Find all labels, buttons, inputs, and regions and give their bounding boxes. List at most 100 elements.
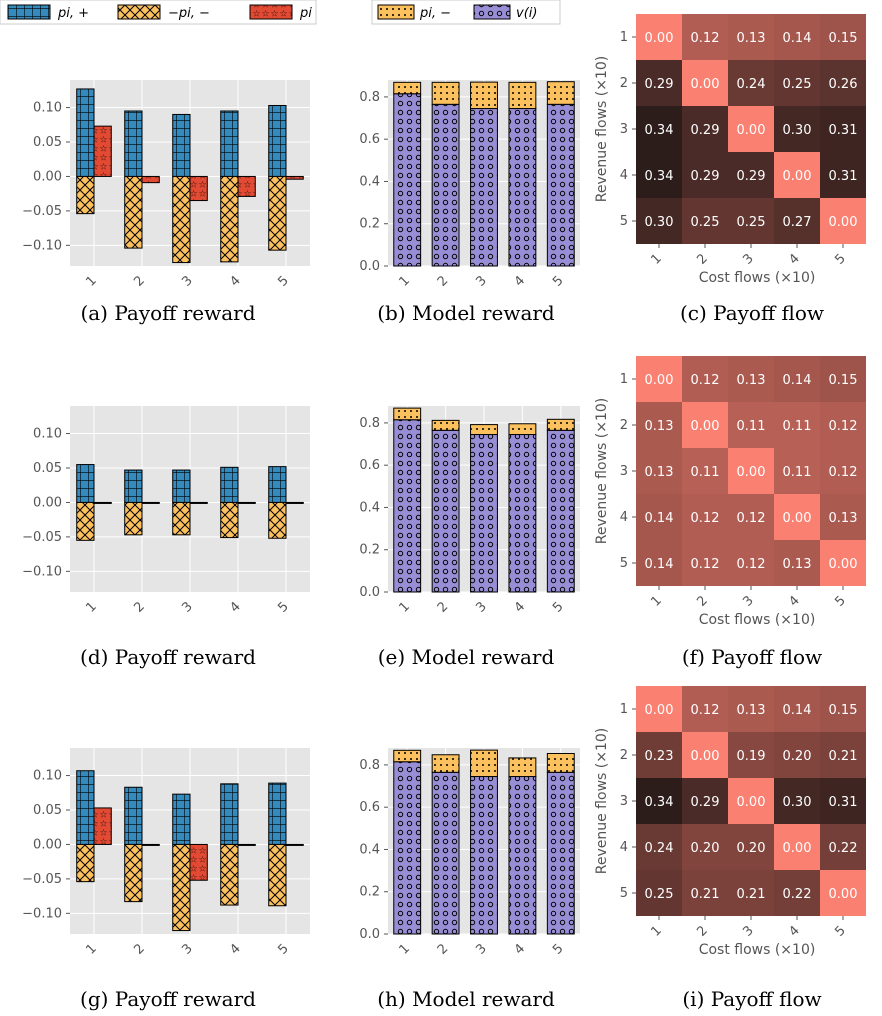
heatmap-cell-label: 0.11 <box>783 419 812 434</box>
heatmap-cell <box>682 778 728 824</box>
heatmap-cell <box>682 686 728 732</box>
bar-v-i <box>393 761 422 935</box>
heatmap-cell-label: 0.12 <box>737 511 766 526</box>
bar-p-i <box>189 501 208 504</box>
x-tick-label: 5 <box>550 599 566 615</box>
heatmap-cell <box>820 540 866 586</box>
y-tick-label: 0.0 <box>359 259 380 274</box>
heatmap-cell-label: 0.29 <box>691 169 720 184</box>
bar-p-plus <box>172 793 191 845</box>
x-tick-label: 2 <box>694 923 710 939</box>
heatmap-cell <box>636 494 682 540</box>
legend-label-p-minus: pi, − <box>419 6 451 21</box>
x-axis-label: Cost flows (×10) <box>699 612 816 628</box>
heatmap-cell-label: 0.23 <box>645 749 674 764</box>
heatmap-cell-label: 0.34 <box>645 169 674 184</box>
bar-p-i <box>285 501 304 504</box>
x-tick-label: 4 <box>512 273 528 289</box>
bar-p-minus <box>393 749 422 763</box>
heatmap-cell <box>682 356 728 402</box>
heatmap-cell <box>728 778 774 824</box>
heatmap-cell <box>774 198 820 244</box>
x-tick-label: 1 <box>648 251 664 267</box>
heatmap-cell-label: 0.21 <box>829 749 858 764</box>
heatmap-cell <box>636 14 682 60</box>
heatmap-cell <box>820 198 866 244</box>
heatmap-cell <box>774 778 820 824</box>
y-tick-label: 0.6 <box>359 458 380 473</box>
bar-v-i <box>470 434 498 593</box>
heatmap-cell-label: 0.12 <box>691 511 720 526</box>
x-axis-label: Cost flows (×10) <box>699 942 816 958</box>
heatmap-cell-label: 0.00 <box>783 841 812 856</box>
x-tick-label: 3 <box>179 941 195 957</box>
heatmap-cell-label: 0.14 <box>645 511 674 526</box>
heatmap-cell <box>728 198 774 244</box>
y-tick-label: 0.2 <box>359 217 380 232</box>
heatmap-cell <box>820 402 866 448</box>
bar-p-minus <box>546 81 575 105</box>
y-tick-label: −0.10 <box>22 238 62 253</box>
legend-left: pi, + −pi, − pi <box>0 0 317 25</box>
bar-v-i <box>431 429 460 593</box>
x-tick-label: 2 <box>694 251 710 267</box>
y-axis-label: Revenue flows (×10) <box>594 56 610 202</box>
heatmap-cell-label: 0.31 <box>829 795 858 810</box>
bar-minus-p-minus <box>124 175 143 249</box>
heatmap-cell <box>774 14 820 60</box>
x-tick-label: 3 <box>473 941 489 957</box>
bar-v-i <box>546 771 575 935</box>
heatmap-cell-label: 0.00 <box>737 465 766 480</box>
bar-minus-p-minus <box>268 501 287 539</box>
heatmap-cell-label: 0.15 <box>829 31 858 46</box>
heatmap-cell <box>636 198 682 244</box>
heatmap-cell <box>774 106 820 152</box>
x-tick-label: 2 <box>694 593 710 609</box>
x-tick-label: 2 <box>435 941 451 957</box>
y-tick-label: 0.4 <box>359 174 380 189</box>
heatmap-cell <box>682 540 728 586</box>
x-tick-label: 1 <box>83 273 99 289</box>
heatmap-cell <box>820 448 866 494</box>
heatmap-cell <box>636 732 682 778</box>
y-tick-label: 0.2 <box>359 885 380 900</box>
y-tick-label: −0.05 <box>22 872 62 887</box>
y-tick-label: 2 <box>620 76 628 91</box>
heatmap-cell <box>728 14 774 60</box>
heatmap-cell <box>774 686 820 732</box>
bar-minus-p-minus <box>172 175 191 264</box>
bar-p-plus <box>268 782 287 845</box>
heatmap-cell-label: 0.21 <box>737 887 766 902</box>
heatmap-cell <box>774 448 820 494</box>
heatmap-cell-label: 0.29 <box>737 169 766 184</box>
heatmap-cell-label: 0.00 <box>691 419 720 434</box>
y-tick-label: 0.00 <box>33 495 62 510</box>
bar-p-plus <box>220 110 239 177</box>
heatmap-cell <box>820 152 866 198</box>
heatmap-cell <box>728 448 774 494</box>
heatmap-cell <box>728 686 774 732</box>
bar-p-i <box>237 501 256 504</box>
heatmap-cell <box>820 778 866 824</box>
bar-p-plus <box>76 464 95 503</box>
bar-p-plus <box>220 466 239 503</box>
caption-h: (h) Model reward <box>377 987 555 1011</box>
x-tick-label: 3 <box>740 593 756 609</box>
x-tick-label: 5 <box>275 941 291 957</box>
bar-p-i <box>237 175 256 197</box>
heatmap-cell-label: 0.13 <box>737 703 766 718</box>
heatmap-cell-label: 0.24 <box>737 77 766 92</box>
x-tick-label: 2 <box>131 273 147 289</box>
y-tick-label: 0.8 <box>359 758 380 773</box>
heatmap-cell-label: 0.00 <box>783 169 812 184</box>
caption-b: (b) Model reward <box>377 301 555 325</box>
y-axis-label: Revenue flows (×10) <box>594 398 610 544</box>
y-tick-label: 0.0 <box>359 927 380 942</box>
heatmap-cell-label: 0.21 <box>691 887 720 902</box>
bar-v-i <box>508 108 537 267</box>
x-tick-label: 1 <box>648 923 664 939</box>
heatmap-cell-label: 0.13 <box>645 465 674 480</box>
heatmap-cell <box>774 870 820 916</box>
y-tick-label: 0.05 <box>33 135 62 150</box>
bar-p-minus <box>546 752 575 773</box>
